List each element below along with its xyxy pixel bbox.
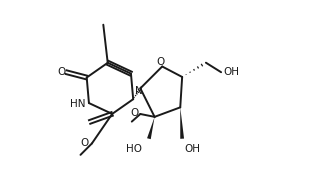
Polygon shape [147,117,155,139]
Text: O: O [156,57,164,67]
Text: O: O [81,138,89,147]
Text: OH: OH [184,144,200,154]
Text: OH: OH [223,67,239,77]
Text: HO: HO [126,144,142,154]
Text: O: O [57,67,66,77]
Text: O: O [131,108,139,118]
Text: N: N [135,86,142,96]
Polygon shape [180,107,184,139]
Text: HN: HN [70,99,85,109]
